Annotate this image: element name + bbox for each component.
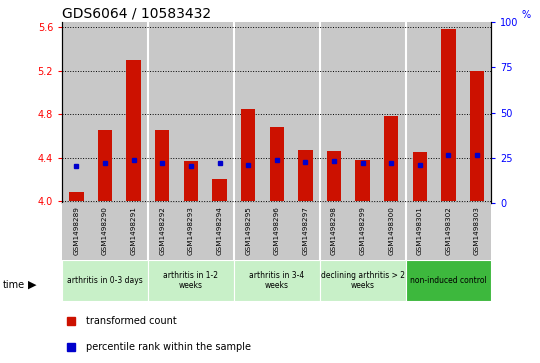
Bar <box>262 22 291 203</box>
Bar <box>320 203 348 260</box>
Bar <box>434 22 463 203</box>
Bar <box>98 130 112 201</box>
Text: GSM1498299: GSM1498299 <box>360 206 366 255</box>
Text: arthritis in 0-3 days: arthritis in 0-3 days <box>67 276 143 285</box>
Bar <box>384 116 399 201</box>
Bar <box>177 22 205 203</box>
Text: GSM1498297: GSM1498297 <box>302 206 308 255</box>
Text: GDS6064 / 10583432: GDS6064 / 10583432 <box>62 7 211 21</box>
Bar <box>119 203 148 260</box>
Text: GSM1498302: GSM1498302 <box>446 206 451 255</box>
Bar <box>148 203 177 260</box>
Bar <box>463 22 491 203</box>
Bar <box>69 192 84 201</box>
Text: GSM1498294: GSM1498294 <box>217 206 222 255</box>
Bar <box>434 203 463 260</box>
Text: arthritis in 3-4
weeks: arthritis in 3-4 weeks <box>249 271 305 290</box>
Bar <box>470 71 484 201</box>
Bar <box>413 152 427 201</box>
Bar <box>291 203 320 260</box>
Text: GSM1498292: GSM1498292 <box>159 206 165 255</box>
Bar <box>269 127 284 201</box>
Bar <box>406 22 434 203</box>
Bar <box>119 22 148 203</box>
Bar <box>463 203 491 260</box>
Bar <box>205 203 234 260</box>
Text: GSM1498290: GSM1498290 <box>102 206 108 255</box>
Text: GSM1498298: GSM1498298 <box>331 206 337 255</box>
Text: GSM1498291: GSM1498291 <box>131 206 137 255</box>
Bar <box>62 203 91 260</box>
Text: GSM1498295: GSM1498295 <box>245 206 251 255</box>
Bar <box>234 260 320 301</box>
Bar <box>241 109 255 201</box>
Text: GSM1498303: GSM1498303 <box>474 206 480 255</box>
Text: transformed count: transformed count <box>86 316 177 326</box>
Bar <box>441 29 456 201</box>
Bar <box>406 260 491 301</box>
Text: GSM1498296: GSM1498296 <box>274 206 280 255</box>
Bar <box>355 160 370 201</box>
Bar <box>155 130 170 201</box>
Text: non-induced control: non-induced control <box>410 276 487 285</box>
Bar <box>91 22 119 203</box>
Bar <box>177 203 205 260</box>
Text: GSM1498301: GSM1498301 <box>417 206 423 255</box>
Text: percentile rank within the sample: percentile rank within the sample <box>86 342 251 352</box>
Text: declining arthritis > 2
weeks: declining arthritis > 2 weeks <box>321 271 404 290</box>
Bar <box>348 203 377 260</box>
Bar <box>348 22 377 203</box>
Bar <box>148 260 234 301</box>
Bar <box>62 22 91 203</box>
Bar <box>327 151 341 201</box>
Bar <box>234 203 262 260</box>
Bar <box>377 22 406 203</box>
Bar <box>205 22 234 203</box>
Bar <box>377 203 406 260</box>
Bar <box>234 22 262 203</box>
Bar <box>212 179 227 201</box>
Bar <box>406 203 434 260</box>
Text: ▶: ▶ <box>28 280 37 290</box>
Bar <box>91 203 119 260</box>
Text: arthritis in 1-2
weeks: arthritis in 1-2 weeks <box>164 271 218 290</box>
Bar <box>184 161 198 201</box>
Bar <box>291 22 320 203</box>
Bar <box>320 260 406 301</box>
Bar <box>126 60 141 201</box>
Text: time: time <box>3 280 25 290</box>
Text: GSM1498293: GSM1498293 <box>188 206 194 255</box>
Text: %: % <box>522 10 531 20</box>
Text: GSM1498289: GSM1498289 <box>73 206 79 255</box>
Text: GSM1498300: GSM1498300 <box>388 206 394 255</box>
Bar <box>148 22 177 203</box>
Bar <box>320 22 348 203</box>
Bar <box>298 150 313 201</box>
Bar <box>62 260 148 301</box>
Bar <box>262 203 291 260</box>
